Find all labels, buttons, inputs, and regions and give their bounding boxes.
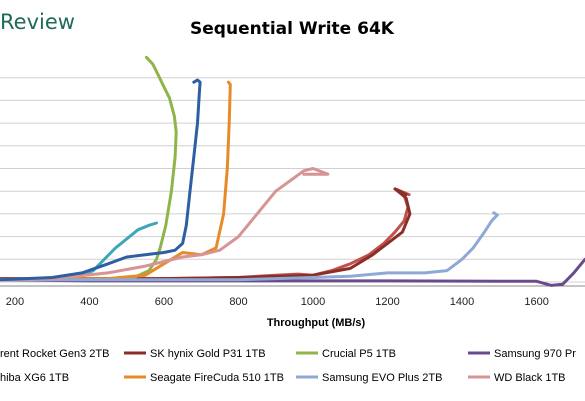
x-tick-label: 800 xyxy=(229,296,247,308)
series-line xyxy=(0,187,411,282)
legend: rent Rocket Gen3 2TB SK hynix Gold P31 1T… xyxy=(0,348,576,384)
legend-label: rent Rocket Gen3 2TB xyxy=(0,348,109,360)
x-tick-label: 1600 xyxy=(524,296,548,308)
x-tick-label: 600 xyxy=(155,296,173,308)
legend-label: SK hynix Gold P31 1TB xyxy=(150,348,266,360)
legend-label: Crucial P5 1TB xyxy=(322,348,396,360)
x-tick-label: 1400 xyxy=(450,296,474,308)
x-tick-label: 1000 xyxy=(301,296,325,308)
series-line xyxy=(0,78,202,282)
legend-label: WD Black 1TB xyxy=(494,372,566,384)
legend-label: Seagate FireCuda 510 1TB xyxy=(150,372,284,384)
legend-label: Samsung EVO Plus 2TB xyxy=(322,372,442,384)
x-axis-label: Throughput (MB/s) xyxy=(267,317,366,329)
x-tick-label: 400 xyxy=(80,296,98,308)
chart-title: Sequential Write 64K xyxy=(190,19,395,39)
legend-label: hiba XG6 1TB xyxy=(0,372,69,384)
x-tick-label: 200 xyxy=(6,296,24,308)
series-line xyxy=(0,167,330,282)
series-line xyxy=(0,80,232,282)
series-line xyxy=(0,211,499,282)
x-tick-labels: 200 400 600 800 1000 1200 1400 1600 xyxy=(6,296,549,308)
x-tick-label: 1200 xyxy=(375,296,399,308)
series-lines xyxy=(0,55,585,287)
legend-label: Samsung 970 Pr xyxy=(494,348,576,360)
series-line xyxy=(0,221,158,282)
brand-logo: Review xyxy=(0,10,75,34)
